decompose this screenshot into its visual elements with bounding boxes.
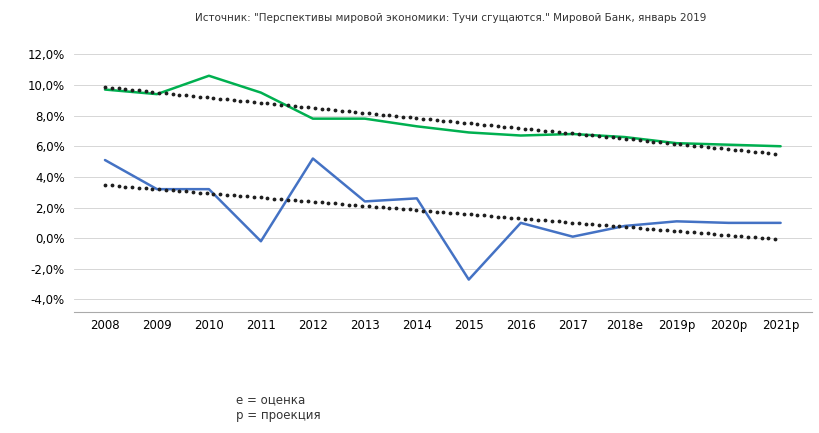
Text: Источник: "Перспективы мировой экономики: Тучи сгущаются." Мировой Банк, январь : Источник: "Перспективы мировой экономики… xyxy=(195,13,706,23)
Text: e = оценка
р = проекция: e = оценка р = проекция xyxy=(236,394,320,422)
